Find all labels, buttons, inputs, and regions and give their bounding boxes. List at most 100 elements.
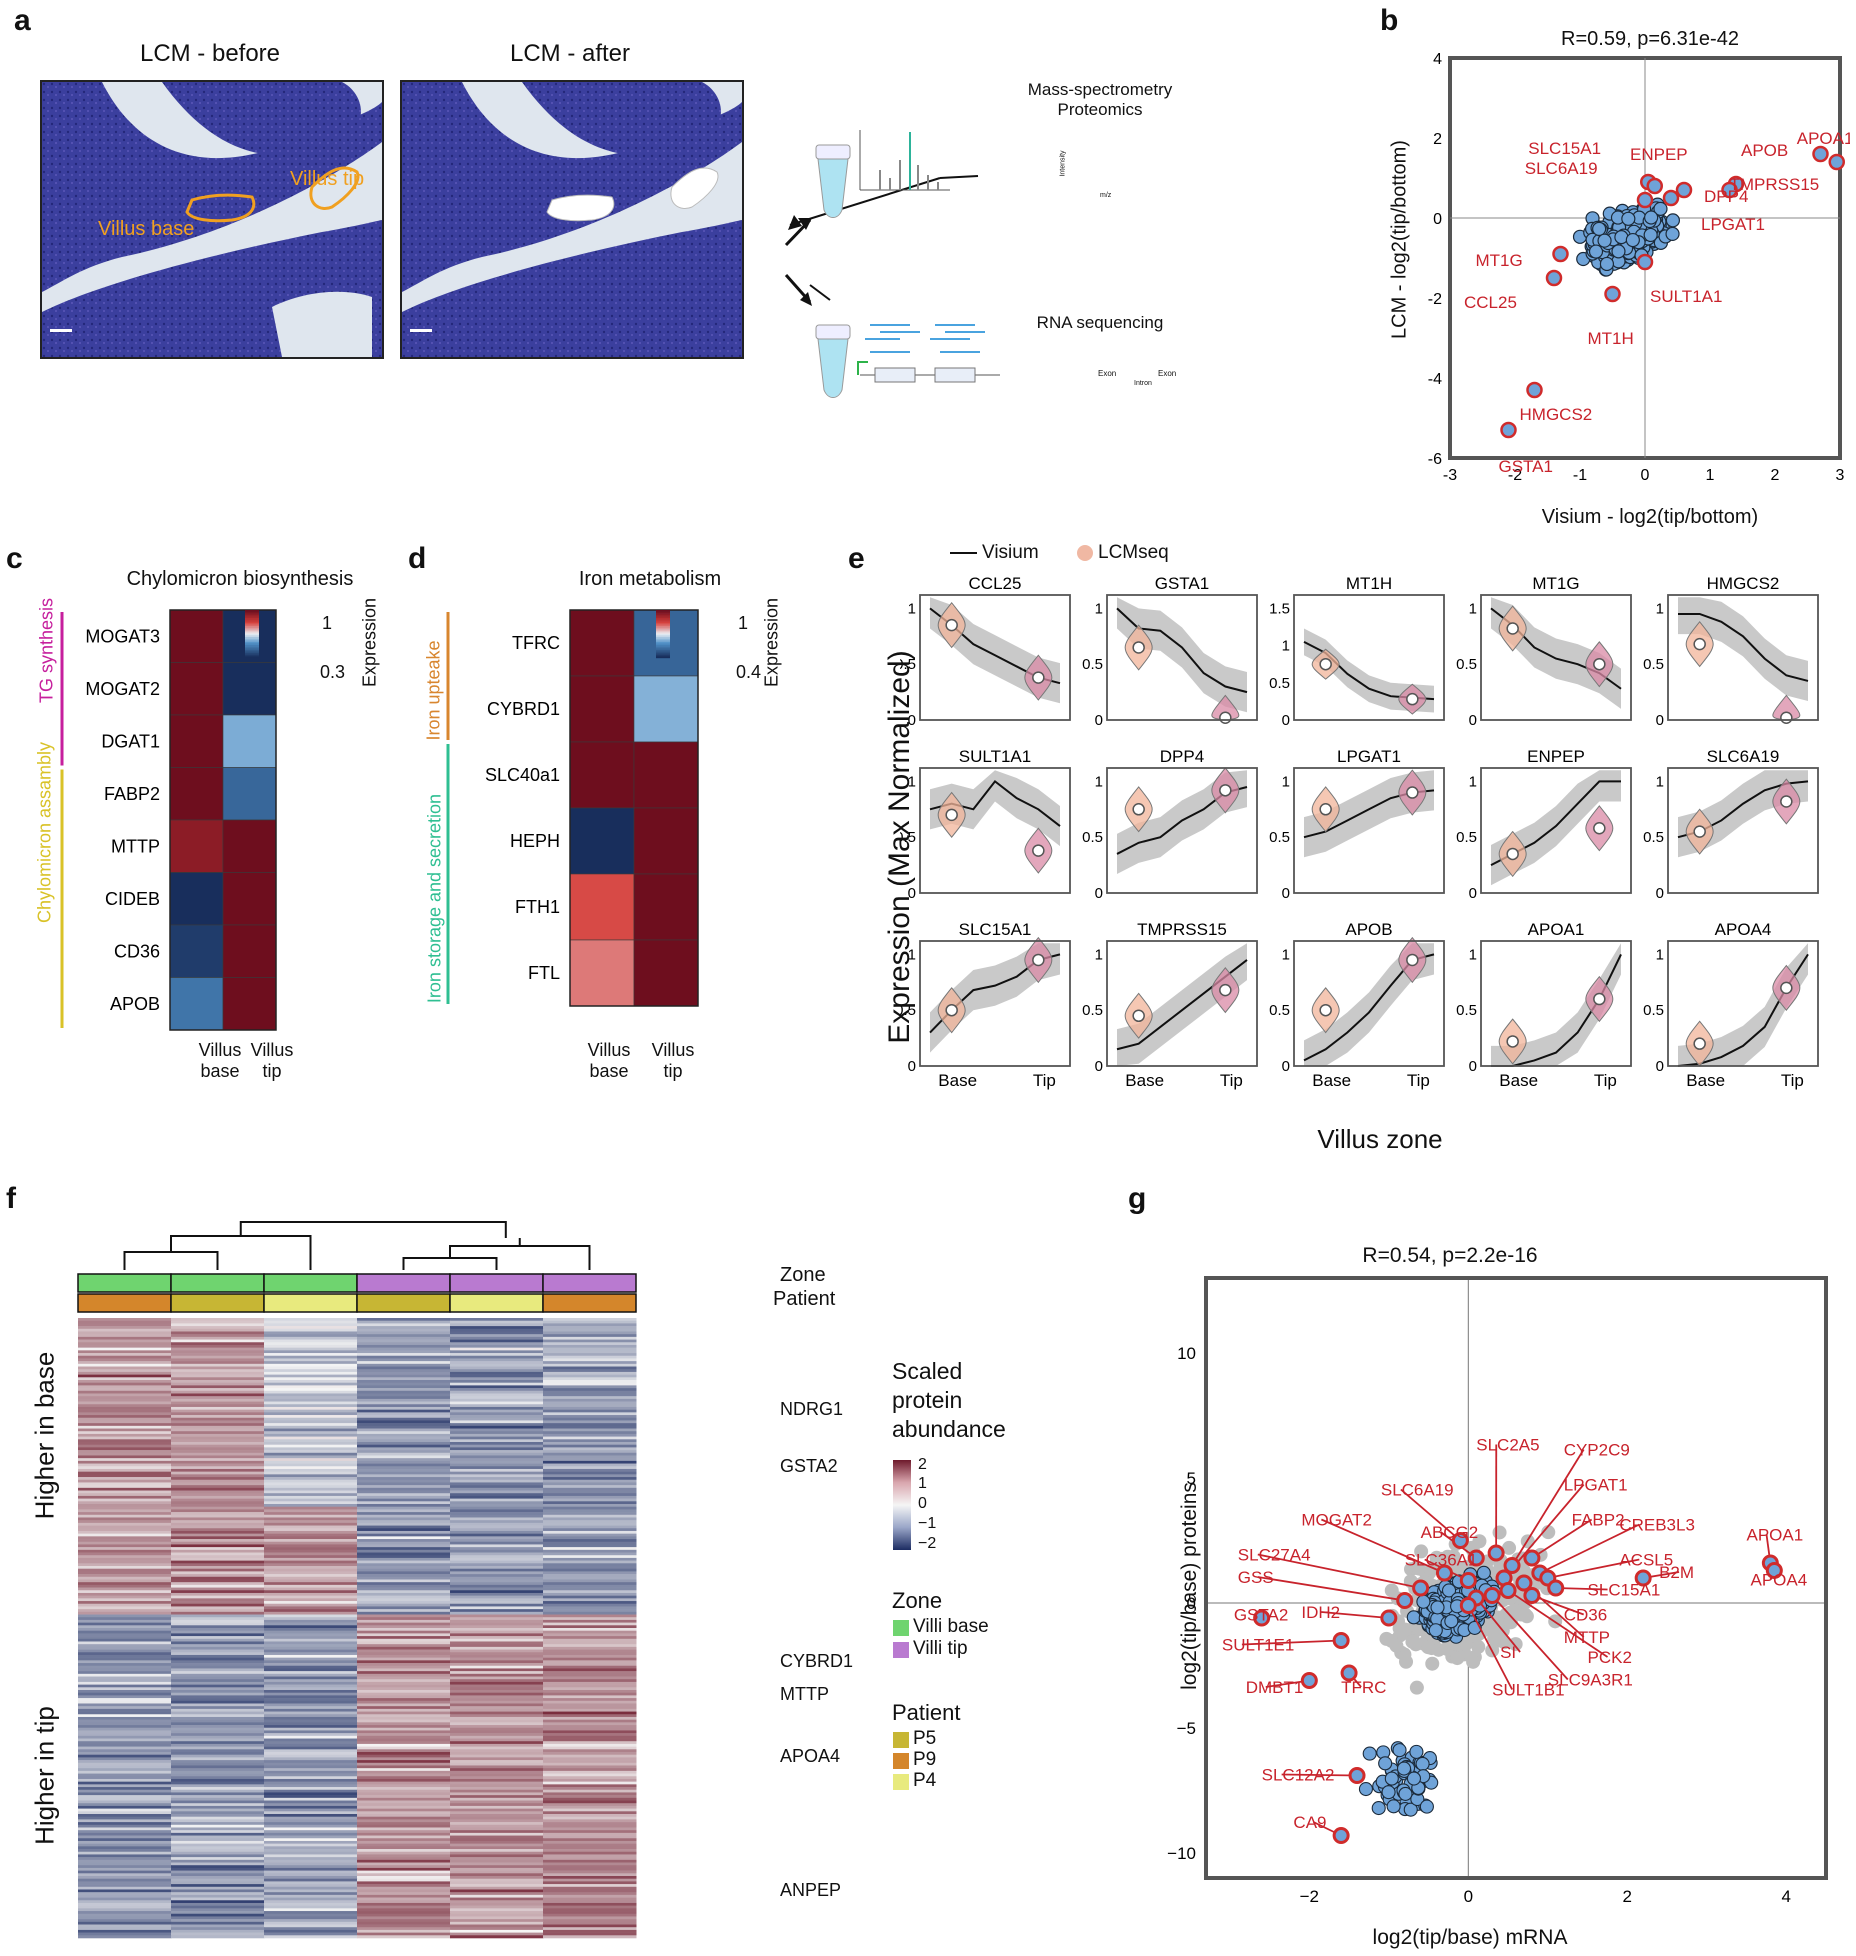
highlight-leader bbox=[1257, 1576, 1405, 1602]
row-label: CYBRD1 bbox=[487, 699, 560, 719]
heat-row-cell bbox=[78, 1881, 172, 1885]
heat-row-cell bbox=[450, 1832, 544, 1836]
heat-row-cell bbox=[78, 1617, 172, 1621]
heat-row-cell bbox=[450, 1377, 544, 1381]
highlight-label: MTTP bbox=[1564, 1628, 1610, 1647]
heat-row-cell bbox=[357, 1466, 451, 1470]
heat-row-cell bbox=[78, 1752, 172, 1755]
heat-row-cell bbox=[543, 1474, 637, 1478]
heat-row-cell bbox=[357, 1660, 451, 1664]
heat-row-cell bbox=[78, 1795, 172, 1799]
heat-row-cell bbox=[264, 1590, 358, 1594]
heat-row-cell bbox=[171, 1495, 265, 1499]
heat-row-cell bbox=[450, 1622, 544, 1626]
panel-g-label: g bbox=[1128, 1182, 1147, 1215]
heat-row-cell bbox=[78, 1929, 172, 1933]
lcm-median bbox=[1219, 784, 1232, 797]
colorbar-step bbox=[245, 637, 259, 639]
data-point bbox=[1406, 1610, 1421, 1625]
heat-row-cell bbox=[264, 1749, 358, 1753]
heat-row-cell bbox=[450, 1889, 544, 1893]
heat-row-cell bbox=[264, 1800, 358, 1804]
heat-row-cell bbox=[450, 1423, 544, 1427]
highlight-point bbox=[1253, 1609, 1271, 1627]
heat-row-cell bbox=[357, 1776, 451, 1780]
heat-row-cell bbox=[264, 1390, 358, 1394]
heat-row-cell bbox=[264, 1706, 358, 1710]
highlight-leader bbox=[1241, 1639, 1342, 1646]
heat-row-cell bbox=[78, 1406, 172, 1410]
highlight-point bbox=[1636, 253, 1654, 271]
heat-row-cell bbox=[357, 1754, 451, 1758]
heat-row-cell bbox=[171, 1787, 265, 1791]
heat-row-cell bbox=[171, 1463, 265, 1467]
heat-row-cell bbox=[171, 1897, 265, 1901]
highlight-label: SLC15A1 bbox=[1588, 1581, 1661, 1600]
highlight-label: GSTA1 bbox=[1499, 457, 1553, 476]
heat-row-cell bbox=[264, 1929, 358, 1933]
heat-row-cell bbox=[450, 1369, 544, 1373]
heat-row-cell bbox=[171, 1867, 265, 1871]
heat-row-cell bbox=[78, 1366, 172, 1370]
heat-row-cell bbox=[450, 1436, 544, 1440]
heat-row-cell bbox=[264, 1708, 358, 1712]
heat-row-cell bbox=[78, 1778, 172, 1782]
heat-row-cell bbox=[171, 1466, 265, 1470]
heat-row-cell bbox=[264, 1876, 358, 1879]
heat-row-cell bbox=[171, 1347, 265, 1351]
heat-row-cell bbox=[357, 1622, 451, 1626]
heat-row-cell bbox=[357, 1743, 451, 1747]
heat-row-cell bbox=[357, 1552, 451, 1556]
heat-row-cell bbox=[450, 1803, 544, 1807]
zone-cell bbox=[449, 1273, 544, 1293]
heat-row-cell bbox=[357, 1749, 451, 1753]
heat-row-cell bbox=[543, 1436, 637, 1440]
lcm-median bbox=[1780, 795, 1793, 808]
heat-row-cell bbox=[357, 1374, 451, 1378]
heat-row-cell bbox=[264, 1603, 358, 1607]
highlight-label: DMBT1 bbox=[1246, 1678, 1304, 1697]
heat-row-cell bbox=[543, 1897, 637, 1901]
heat-row-cell bbox=[264, 1873, 358, 1877]
heat-row-cell bbox=[450, 1547, 544, 1551]
heat-row-cell bbox=[78, 1681, 172, 1685]
subplot-frame bbox=[1480, 594, 1632, 721]
heat-row-cell bbox=[450, 1870, 544, 1874]
heat-row-cell bbox=[78, 1749, 172, 1753]
heat-row-cell bbox=[171, 1862, 265, 1866]
heat-row-cell bbox=[264, 1797, 358, 1801]
heat-row-cell bbox=[264, 1323, 358, 1327]
legend-patient-title: Patient bbox=[892, 1700, 961, 1725]
heat-row-cell bbox=[543, 1611, 637, 1615]
data-point bbox=[1403, 1802, 1418, 1817]
heat-row-cell bbox=[78, 1849, 172, 1853]
heat-row-cell bbox=[543, 1703, 637, 1707]
heat-row-cell bbox=[357, 1568, 451, 1572]
lcm-median bbox=[1032, 953, 1045, 967]
heat-row-cell bbox=[357, 1832, 451, 1836]
heat-row-cell bbox=[357, 1334, 451, 1338]
heat-row-cell bbox=[357, 1714, 451, 1718]
heat-row-cell bbox=[78, 1355, 172, 1359]
heat-row-cell bbox=[450, 1849, 544, 1853]
heat-row-cell bbox=[171, 1706, 265, 1710]
highlight-label: IDH2 bbox=[1301, 1603, 1340, 1622]
y-tick-label: 0 bbox=[1656, 885, 1664, 902]
data-point bbox=[1381, 1785, 1396, 1800]
heat-row-cell bbox=[171, 1668, 265, 1672]
heat-row-cell bbox=[171, 1417, 265, 1421]
lcm-median bbox=[945, 808, 958, 822]
heat-row-cell bbox=[264, 1919, 358, 1923]
heat-row-cell bbox=[78, 1668, 172, 1672]
heat-row-cell bbox=[171, 1471, 265, 1475]
heat-row-cell bbox=[543, 1444, 637, 1448]
subplot-frame bbox=[1106, 940, 1258, 1067]
heat-row-cell bbox=[171, 1517, 265, 1521]
panel-f-row-top: Higher in base bbox=[29, 1351, 60, 1520]
heat-row-cell bbox=[264, 1468, 358, 1472]
heat-row-cell bbox=[357, 1803, 451, 1807]
heat-row-cell bbox=[450, 1911, 544, 1915]
heat-row-cell bbox=[264, 1773, 358, 1777]
highlight-label: FABP2 bbox=[1572, 1511, 1625, 1530]
heat-row-cell bbox=[78, 1377, 172, 1381]
